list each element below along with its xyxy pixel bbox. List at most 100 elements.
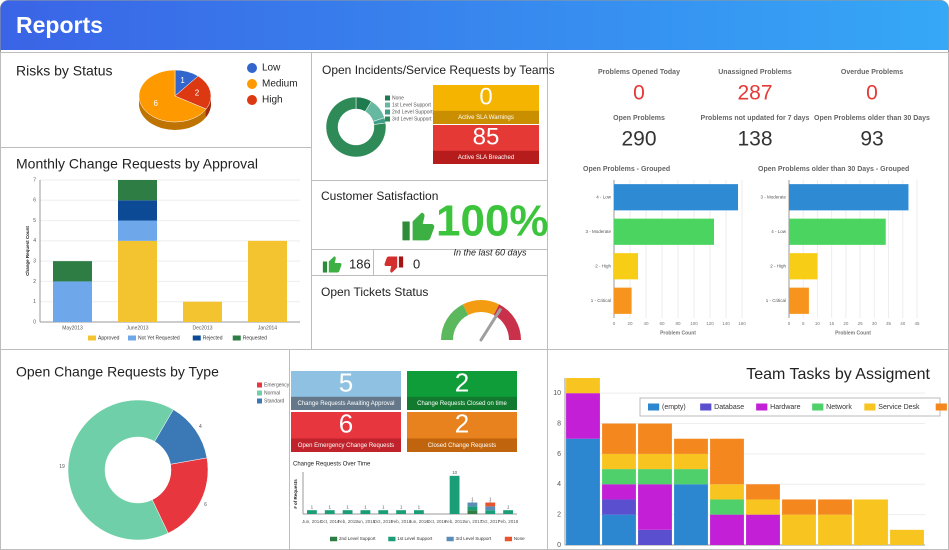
y-tick-label: 1 - Critical (766, 298, 786, 303)
bar-segment (854, 499, 888, 545)
data-label: 1 (180, 76, 185, 85)
bar-segment (118, 220, 157, 241)
thumbs-down-icon (384, 256, 404, 273)
stat-label: Overdue Problems (841, 69, 903, 76)
legend-swatch (257, 398, 262, 404)
legend-label: Requested (243, 335, 267, 341)
bar-segment (746, 499, 780, 515)
bar-segment (602, 484, 636, 500)
x-tick-label: Dec2013 (192, 325, 212, 331)
data-label: 1 (346, 504, 349, 509)
x-tick-label: 60 (659, 321, 665, 326)
legend-swatch (385, 109, 390, 115)
tile-strip (407, 396, 517, 410)
legend-label: None (514, 536, 525, 541)
bar-segment (118, 240, 157, 322)
legend-label: 3rd Level Support (392, 116, 432, 122)
thumbs-down-count: 0 (413, 256, 420, 271)
y-tick-label: 3 (33, 258, 36, 264)
legend-label: Not Yet Requested (138, 335, 180, 341)
data-label: 1 (328, 504, 331, 509)
bar-segment (782, 514, 816, 545)
x-tick-label: 0 (613, 321, 616, 326)
satisfaction-value: 100% (436, 197, 549, 246)
bar-segment (638, 423, 672, 454)
legend-label: Normal (264, 390, 280, 396)
data-label: 1 (400, 504, 403, 509)
panel-title: Open Change Requests by Type (16, 364, 219, 380)
legend-label: High (262, 95, 283, 106)
donut-slice (151, 457, 209, 534)
x-tick-label: 40 (900, 321, 906, 326)
bar-segment (360, 510, 371, 514)
x-tick-label: Jun, 2017 (463, 519, 483, 524)
bar-segment (414, 510, 424, 514)
bar-segment (378, 510, 389, 514)
data-label: 19 (59, 464, 65, 470)
legend-label: Low (262, 63, 281, 74)
y-tick-label: 4 (33, 238, 36, 244)
x-tick-label: Jun, 2014 (302, 519, 322, 524)
x-axis-label: Problem Count (660, 330, 696, 336)
y-axis-label: # of Requests (293, 479, 298, 509)
stat-value: 287 (737, 82, 772, 105)
data-label: 1 (311, 504, 314, 509)
bar-segment (602, 469, 636, 485)
x-tick-label: 80 (675, 321, 681, 326)
x-tick-label: 30 (872, 321, 878, 326)
x-tick-label: 40 (643, 321, 649, 326)
y-tick-label: 4 (557, 481, 561, 488)
x-tick-label: 45 (914, 321, 920, 326)
x-tick-label: 15 (829, 321, 835, 326)
y-axis-label: Change Request Count (25, 226, 30, 276)
gauge-band (441, 304, 469, 340)
legend-label: 2nd Level Support (392, 109, 433, 115)
bar (614, 184, 738, 211)
bar-segment (248, 240, 287, 322)
x-tick-label: Jan2014 (258, 325, 277, 331)
y-tick-label: 3 - Moderate (585, 229, 611, 234)
legend-label: 2nd Level Support (339, 536, 376, 541)
x-tick-label: 0 (788, 321, 791, 326)
tile-label: Closed Change Requests (428, 443, 496, 449)
stat-label: Problems not updated for 7 days (701, 115, 810, 122)
pie-slice (138, 69, 207, 123)
data-label: 1 (507, 504, 510, 509)
bar (789, 287, 809, 314)
stat-label: Open Problems older than 30 Days (814, 115, 930, 122)
bar-segment (307, 510, 317, 514)
x-tick-label: Oct, 2015 (373, 519, 393, 524)
legend-swatch (385, 95, 390, 101)
legend-label: Hardware (770, 404, 800, 411)
bar-segment (467, 506, 478, 511)
x-axis-label: Problem Count (835, 330, 871, 336)
x-tick-label: Jun, 2016 (409, 519, 429, 524)
y-tick-label: 2 (557, 511, 561, 518)
legend-label: 1st Level Support (392, 102, 432, 108)
tile-label: Change Requests Awaiting Approval (298, 401, 395, 407)
tile-label: Active SLA Breached (458, 155, 514, 161)
legend-label: Rejected (203, 335, 223, 341)
y-tick-label: 4 - Low (771, 229, 787, 234)
tile-value: 2 (455, 367, 469, 397)
x-tick-label: Jun, 2015 (356, 519, 376, 524)
legend-swatch (247, 63, 257, 73)
legend-label: Standard (264, 398, 285, 404)
thumbs-up-icon (402, 212, 435, 241)
legend-label: Network (826, 404, 852, 411)
bar (789, 218, 886, 245)
bar-segment (638, 469, 672, 485)
panel-title: Customer Satisfaction (321, 189, 438, 203)
bar (614, 218, 714, 245)
y-tick-label: 6 (33, 198, 36, 204)
data-label: 10 (452, 470, 458, 475)
tile-strip (433, 110, 539, 124)
y-tick-label: 2 - High (770, 263, 786, 268)
x-tick-label: Oct, 2016 (427, 519, 447, 524)
bar-segment (818, 499, 852, 515)
x-tick-label: June2013 (127, 325, 149, 331)
tile-strip (433, 150, 539, 164)
data-label: 1 (364, 504, 367, 509)
y-tick-label: 0 (33, 319, 36, 325)
y-tick-label: 6 (557, 451, 561, 458)
